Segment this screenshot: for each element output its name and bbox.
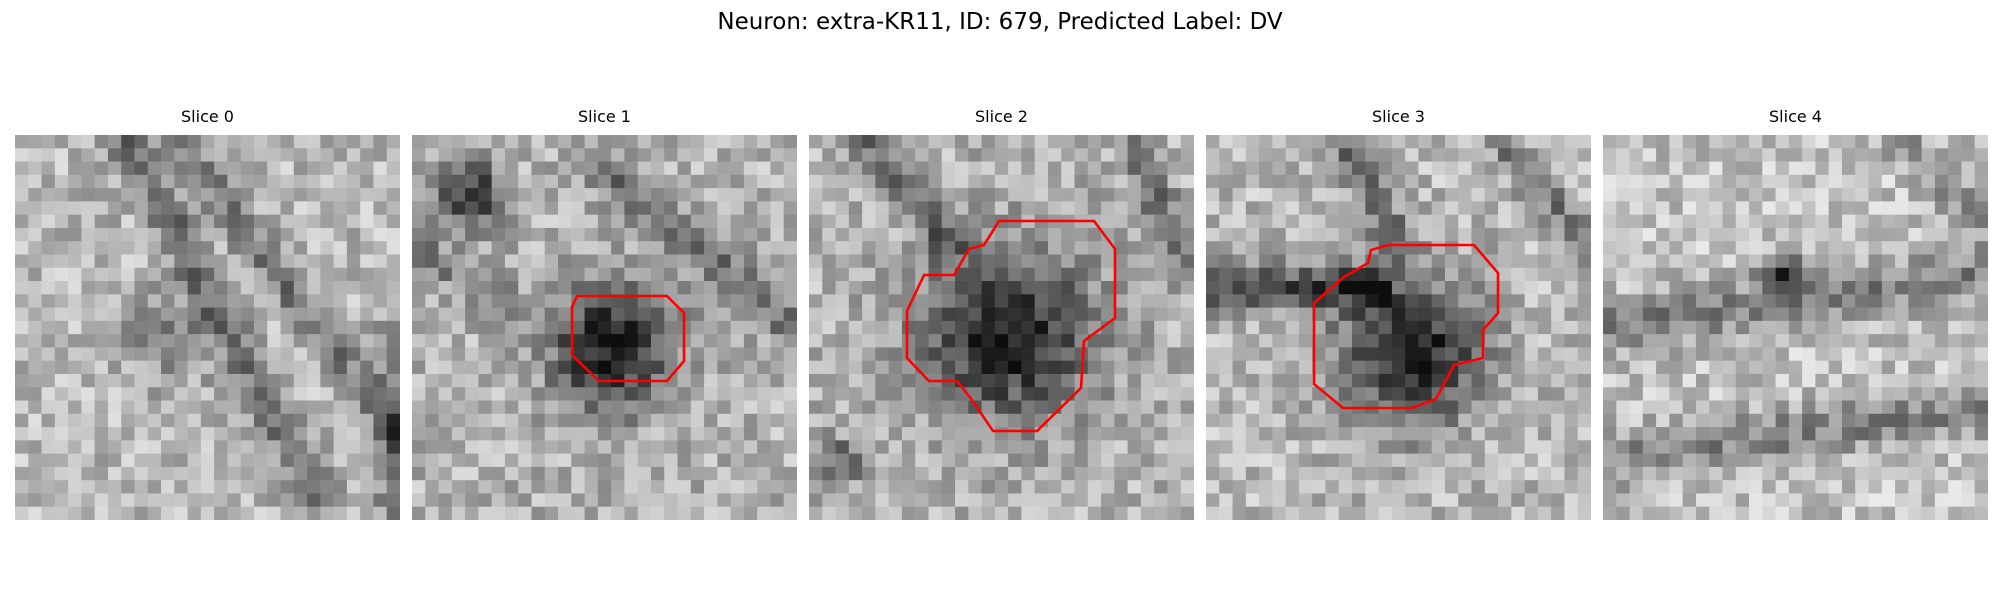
slice-image-2 bbox=[809, 135, 1194, 520]
slice-title-1: Slice 1 bbox=[578, 107, 631, 126]
figure-title: Neuron: extra-KR11, ID: 679, Predicted L… bbox=[717, 9, 1283, 35]
slice-title-2: Slice 2 bbox=[975, 107, 1028, 126]
slice-image-3 bbox=[1206, 135, 1591, 520]
slice-image-0 bbox=[15, 135, 400, 520]
slice-title-4: Slice 4 bbox=[1769, 107, 1822, 126]
slice-title-3: Slice 3 bbox=[1372, 107, 1425, 126]
slice-title-0: Slice 0 bbox=[181, 107, 234, 126]
segmentation-contour-3 bbox=[1312, 243, 1500, 410]
slice-image-4 bbox=[1603, 135, 1988, 520]
segmentation-contour-1 bbox=[570, 294, 686, 383]
segmentation-contour-2 bbox=[905, 219, 1117, 433]
slice-image-1 bbox=[412, 135, 797, 520]
